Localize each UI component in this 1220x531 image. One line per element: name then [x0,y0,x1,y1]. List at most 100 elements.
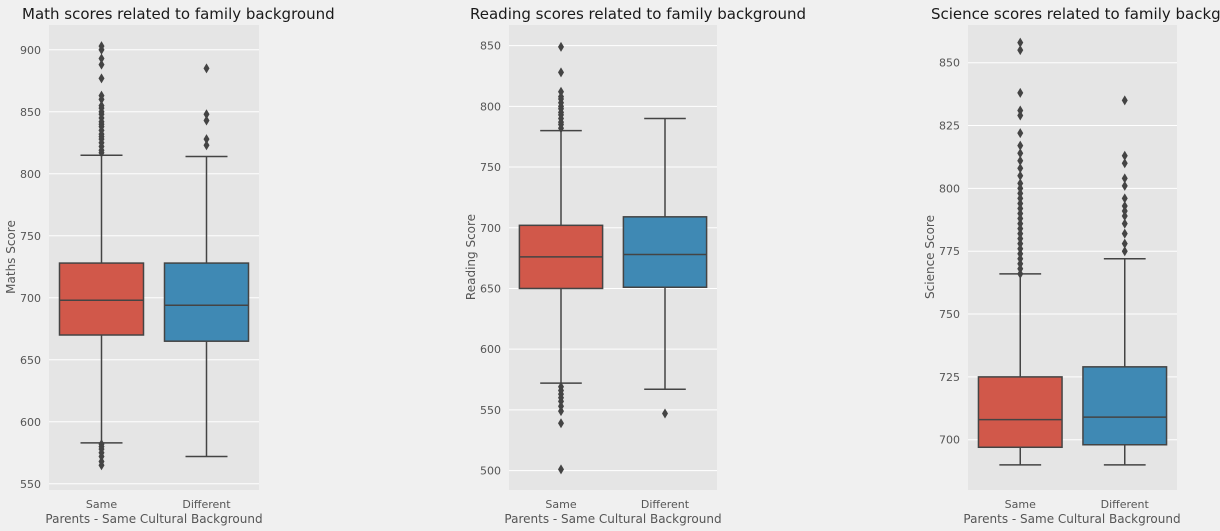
science-outlier-point [1121,206,1128,216]
science-y-tick-label: 700 [939,434,960,447]
math-outlier-point [98,73,105,84]
science-outlier-point [1017,213,1024,224]
science-outlier-point [1017,37,1024,48]
math-title: Math scores related to family background [22,5,335,23]
reading-y-tick-label: 650 [480,282,501,295]
math-outlier-point [203,140,210,151]
math-outlier-point [98,41,105,52]
science-outlier-point [1121,200,1128,211]
reading-y-tick-label: 750 [480,161,501,174]
math-outlier-point [203,115,210,126]
science-outlier-point [1017,228,1024,239]
science-boxes [977,37,1168,466]
reading-y-tick-label: 800 [480,100,501,113]
science-y-tick-label: 850 [939,57,960,70]
science-title: Science scores related to family backgro… [931,5,1220,23]
science-box-same [977,37,1063,466]
reading-x-ticks: Same Different [545,498,689,511]
reading-y-tick-label: 850 [480,40,501,53]
science-outlier-point [1017,188,1024,199]
reading-x-axis-label: Parents - Same Cultural Background [504,512,721,526]
reading-x-tick-label: Different [641,498,690,511]
math-panel: 550 600 650 700 750 800 850 900 Same Different M… [4,5,335,526]
science-iqr-box [1082,366,1168,446]
science-outlier-point [1017,218,1024,229]
reading-outlier-point [558,464,564,475]
science-outlier-point [1017,258,1024,269]
science-outlier-point [1121,238,1128,249]
science-y-tick-label: 775 [939,245,960,258]
math-y-axis-label: Maths Score [4,220,18,294]
reading-panel: 500 550 600 650 700 750 800 850 Same Different R… [464,5,806,526]
science-outlier-point [1121,193,1128,204]
reading-outlier-point [558,381,564,392]
math-outlier-point [98,90,105,101]
reading-iqr-box [622,216,708,288]
math-axes [49,25,259,490]
math-outlier-point [98,100,105,111]
math-y-tick-label: 850 [20,106,41,119]
reading-y-tick-label: 700 [480,222,501,235]
science-panel: 700 725 750 775 800 825 850 Same Different Scie… [923,5,1220,526]
math-outlier-point [203,63,210,74]
science-outlier-point [1017,203,1024,214]
reading-outlier-point [558,67,564,78]
science-outlier-point [1121,173,1128,184]
math-y-ticks: 550 600 650 700 750 800 850 900 [20,44,41,491]
math-x-ticks: Same Different [86,498,231,511]
science-outlier-point [1017,223,1024,234]
science-outlier-point [1121,211,1128,222]
reading-y-tick-label: 550 [480,404,501,417]
science-x-tick-label: Same [1005,498,1036,511]
science-outlier-point [1017,178,1024,189]
science-outlier-point [1121,180,1128,191]
math-outlier-point [98,59,105,70]
reading-x-tick-label: Same [545,498,576,511]
science-y-tick-label: 800 [939,182,960,195]
reading-y-tick-label: 500 [480,465,501,478]
science-outlier-point [1017,87,1024,98]
math-outlier-point [203,134,210,145]
math-outlier-point [98,53,105,64]
reading-y-tick-label: 600 [480,343,501,356]
reading-gridlines [509,45,717,472]
science-outlier-point [1017,233,1024,244]
reading-outlier-point [558,418,564,429]
science-outlier-point [1121,218,1128,229]
reading-box-different [622,117,708,419]
science-outlier-point [1121,246,1128,257]
science-outlier-point [1017,163,1024,174]
science-outlier-point [1121,158,1128,169]
math-x-axis-label: Parents - Same Cultural Background [45,512,262,526]
science-outlier-point [1017,170,1024,181]
math-boxes [58,41,250,471]
math-box-different [163,63,250,458]
math-iqr-box [58,262,145,336]
science-outlier-point [1121,150,1128,161]
science-outlier-point [1017,198,1024,209]
science-x-ticks: Same Different [1005,498,1150,511]
math-y-tick-label: 900 [20,44,41,57]
science-outlier-point [1121,95,1128,106]
science-y-axis-label: Science Score [923,215,937,299]
science-outlier-point [1017,263,1024,274]
math-y-tick-label: 550 [20,478,41,491]
science-outlier-point [1017,140,1024,151]
reading-outlier-point [558,86,564,97]
science-x-tick-label: Different [1101,498,1150,511]
science-outlier-point [1017,110,1024,121]
science-y-tick-label: 825 [939,120,960,133]
science-outlier-point [1017,208,1024,219]
science-outlier-point [1121,228,1128,239]
science-outlier-point [1017,238,1024,249]
science-outlier-point [1017,45,1024,56]
science-y-tick-label: 750 [939,308,960,321]
science-box-different [1082,95,1168,466]
reading-title: Reading scores related to family backgro… [470,5,806,23]
math-iqr-box [163,262,250,342]
math-x-tick-label: Same [86,498,117,511]
science-outlier-point [1017,193,1024,204]
reading-y-axis-label: Reading Score [464,214,478,300]
science-x-axis-label: Parents - Same Cultural Background [963,512,1180,526]
